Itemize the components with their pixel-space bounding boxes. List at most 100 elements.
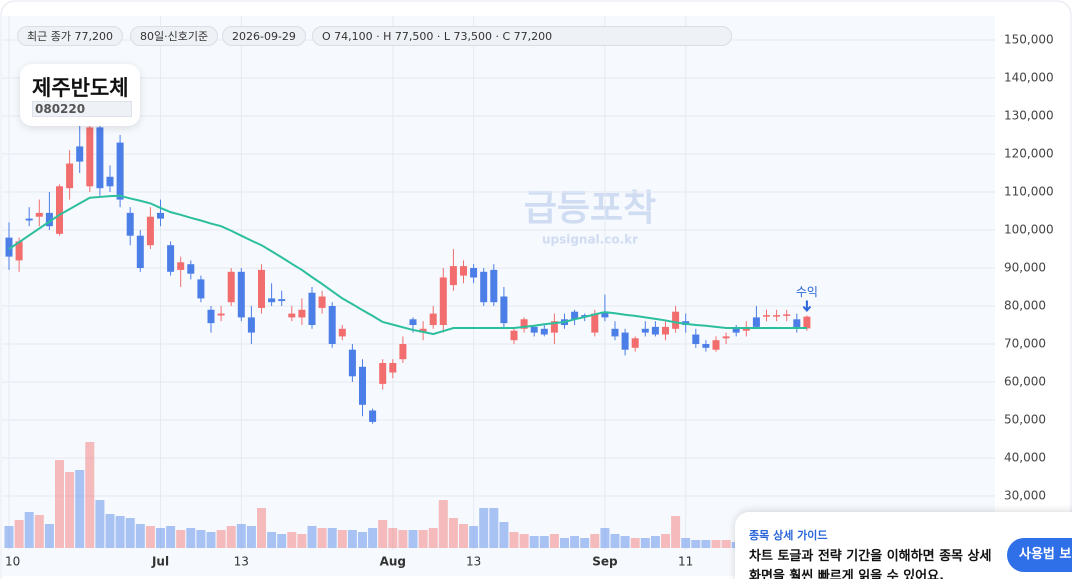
candle-body <box>641 328 649 333</box>
candle-body <box>197 279 205 299</box>
candle-body <box>308 292 316 325</box>
volume-bar <box>105 514 115 548</box>
x-tick-label: 10 <box>5 555 20 569</box>
candle-body <box>540 328 548 335</box>
volume-bar <box>650 536 660 548</box>
candle-body <box>106 176 114 187</box>
volume-bar <box>75 470 85 548</box>
candle-body <box>25 218 33 221</box>
candle-body <box>258 269 265 308</box>
candle-body <box>318 296 326 308</box>
candle-body <box>126 212 134 236</box>
volume-bar <box>115 516 125 548</box>
candle-body <box>470 268 478 278</box>
volume-bar <box>580 538 590 548</box>
guide-button[interactable]: 사용법 보기 <box>1007 538 1072 572</box>
volume-bar <box>287 532 297 548</box>
candle-body <box>449 266 457 286</box>
volume-bar <box>620 536 630 548</box>
y-tick-label: 40,000 <box>1004 451 1046 465</box>
candle-body <box>732 328 740 333</box>
candle-body <box>399 344 407 360</box>
candle-body <box>631 338 639 348</box>
candle-body <box>803 316 811 329</box>
candle-body <box>96 127 104 189</box>
candle-body <box>752 317 760 327</box>
candle-body <box>268 298 276 303</box>
volume-bar <box>95 500 105 548</box>
volume-bar <box>549 534 559 548</box>
candle-body <box>722 336 730 339</box>
candle-body <box>783 314 791 316</box>
volume-bar <box>44 524 54 548</box>
x-tick-label: Sep <box>592 555 618 569</box>
volume-bar <box>469 526 479 548</box>
volume-bar <box>489 508 499 548</box>
volume-bar <box>206 532 216 548</box>
volume-bar <box>236 524 246 548</box>
volume-bar <box>267 532 277 548</box>
candle-body <box>298 309 306 318</box>
volume-bar <box>711 540 721 548</box>
y-tick-label: 110,000 <box>1004 185 1054 199</box>
chip: 80일·신호기준 <box>130 26 219 46</box>
guide-title: 종목 상세 가이드 <box>749 529 828 542</box>
volume-bar <box>257 508 266 548</box>
y-tick-label: 100,000 <box>1004 223 1054 237</box>
volume-bar <box>459 524 468 548</box>
volume-bar <box>640 538 650 548</box>
candle-body <box>773 315 781 317</box>
candle-body <box>793 319 801 329</box>
candle-body <box>429 313 437 325</box>
candle-body <box>45 212 53 227</box>
volume-bar <box>428 528 438 548</box>
candle-body <box>338 328 346 337</box>
chip: 2026-09-29 <box>222 26 306 46</box>
volume-bar <box>196 530 206 548</box>
x-tick-label: 13 <box>466 555 481 569</box>
annotation: 수익 <box>796 285 818 299</box>
candle-body <box>571 311 579 320</box>
volume-bar <box>438 500 448 548</box>
y-tick-label: 80,000 <box>1004 299 1046 313</box>
volume-bar <box>681 538 691 548</box>
candle-body <box>662 326 669 335</box>
candle-body <box>35 212 43 217</box>
moving-average <box>8 194 807 336</box>
y-tick-label: 70,000 <box>1004 337 1046 351</box>
candle-body <box>217 313 225 316</box>
candle-body <box>167 245 175 272</box>
stock-code: 080220 <box>32 101 132 117</box>
x-tick-label: Aug <box>380 555 406 569</box>
candle-body <box>712 340 720 350</box>
chip: 최근 종가 77,200 <box>17 26 123 46</box>
volume-bar <box>24 512 34 548</box>
volume-bar <box>135 524 145 548</box>
candle-body <box>651 326 659 335</box>
volume-bar <box>277 534 287 548</box>
candle-body <box>146 216 154 246</box>
y-tick-label: 90,000 <box>1004 261 1046 275</box>
candle-body <box>510 330 518 341</box>
volume-bar <box>539 536 549 548</box>
volume-bar <box>337 530 347 548</box>
guide-text: 차트 토글과 전략 기간을 이해하면 종목 상세 <box>749 549 992 564</box>
candle-body <box>591 313 599 333</box>
guide-text: 화면을 훨씬 빠르게 읽을 수 있어요. <box>749 569 945 579</box>
volume-bar <box>418 530 428 548</box>
candle-body <box>5 237 13 257</box>
y-tick-label: 60,000 <box>1004 375 1046 389</box>
volume-bar <box>176 530 186 548</box>
y-tick-label: 130,000 <box>1004 109 1054 123</box>
candle-body <box>66 163 74 189</box>
volume-bar <box>388 528 398 548</box>
volume-bar <box>721 540 731 548</box>
candle-body <box>692 334 700 344</box>
candle-body <box>177 262 185 270</box>
volume-bar <box>347 530 357 548</box>
y-tick-label: 140,000 <box>1004 71 1054 85</box>
volume-bar <box>307 526 317 548</box>
candle-body <box>288 313 296 318</box>
candle-body <box>763 315 770 317</box>
